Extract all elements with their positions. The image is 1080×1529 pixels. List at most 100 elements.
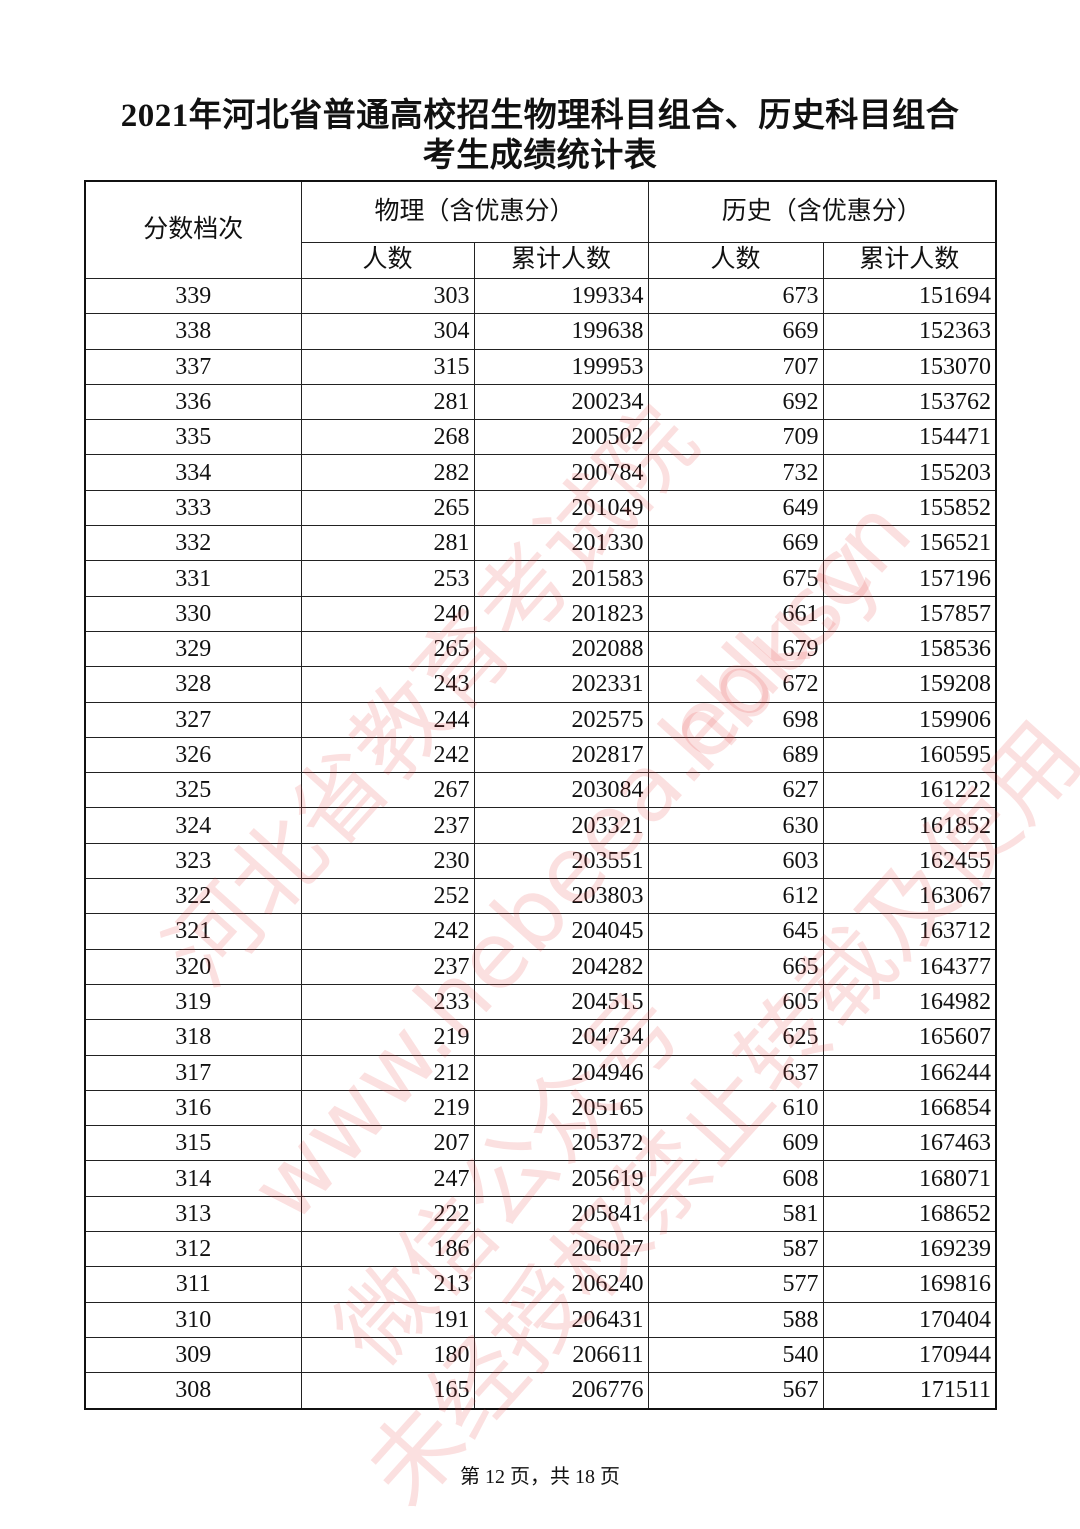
table-cell: 281 [300, 383, 475, 421]
table-cell: 230 [300, 842, 475, 880]
table-cell: 202817 [473, 736, 649, 774]
table-cell: 162455 [822, 842, 997, 880]
table-cell: 267 [300, 772, 475, 809]
header-cell: 人数 [300, 241, 475, 280]
table-cell: 222 [300, 1195, 475, 1233]
table-cell: 332 [84, 525, 302, 562]
table-cell: 233 [300, 983, 475, 1021]
table-cell: 160595 [822, 736, 997, 774]
table-cell: 673 [647, 277, 824, 315]
table-cell: 339 [84, 277, 302, 315]
table-cell: 206240 [473, 1266, 649, 1303]
table-cell: 304 [300, 313, 475, 350]
table-row: 329 265 202088 679 158536 [84, 630, 997, 668]
table-cell: 336 [84, 383, 302, 421]
table-cell: 240 [300, 595, 475, 632]
table-cell: 577 [647, 1266, 824, 1303]
table-cell: 201583 [473, 560, 649, 597]
table-cell: 212 [300, 1054, 475, 1091]
table-cell: 167463 [822, 1125, 997, 1162]
header-cell: 累计人数 [822, 241, 997, 280]
table-cell: 630 [647, 807, 824, 844]
table-cell: 202575 [473, 701, 649, 738]
header-cell: 物理（含优惠分） [300, 180, 649, 243]
table-cell: 252 [300, 878, 475, 915]
header-cell: 人数 [647, 241, 824, 280]
table-cell: 669 [647, 525, 824, 562]
table-cell: 200784 [473, 454, 649, 491]
table-cell: 303 [300, 277, 475, 315]
table-cell: 204045 [473, 913, 649, 950]
table-cell: 204282 [473, 948, 649, 985]
table-cell: 206611 [473, 1336, 649, 1374]
table-cell: 206776 [473, 1372, 649, 1409]
table-cell: 324 [84, 807, 302, 844]
table-cell: 328 [84, 666, 302, 703]
table-cell: 315 [84, 1125, 302, 1162]
table-cell: 627 [647, 772, 824, 809]
header-cell: 分数档次 [84, 180, 302, 279]
table-cell: 157857 [822, 595, 997, 632]
table-row: 318 219 204734 625 165607 [84, 1019, 997, 1056]
table-row: 330 240 201823 661 157857 [84, 595, 997, 632]
table-cell: 327 [84, 701, 302, 738]
table-cell: 669 [647, 313, 824, 350]
table-cell: 322 [84, 878, 302, 915]
table-cell: 320 [84, 948, 302, 985]
table-cell: 318 [84, 1019, 302, 1056]
table-row: 314 247 205619 608 168071 [84, 1160, 997, 1197]
table-cell: 170944 [822, 1336, 997, 1374]
table-cell: 219 [300, 1089, 475, 1127]
table-cell: 244 [300, 701, 475, 738]
table-cell: 205619 [473, 1160, 649, 1197]
table-cell: 268 [300, 419, 475, 456]
table-cell: 309 [84, 1336, 302, 1374]
table-cell: 338 [84, 313, 302, 350]
table-cell: 166244 [822, 1054, 997, 1091]
table-row: 326 242 202817 689 160595 [84, 736, 997, 774]
title: 2021年河北省普通高校招生物理科目组合、历史科目组合 [120, 98, 960, 134]
table-cell: 588 [647, 1301, 824, 1338]
table-cell: 207 [300, 1125, 475, 1162]
table-cell: 202088 [473, 630, 649, 668]
table-cell: 205372 [473, 1125, 649, 1162]
table-cell: 166854 [822, 1089, 997, 1127]
table-cell: 625 [647, 1019, 824, 1056]
table-cell: 587 [647, 1231, 824, 1268]
table-cell: 243 [300, 666, 475, 703]
table-cell: 204734 [473, 1019, 649, 1056]
table-cell: 204515 [473, 983, 649, 1021]
table-cell: 672 [647, 666, 824, 703]
table-row: 310 191 206431 588 170404 [84, 1301, 997, 1338]
table-cell: 199953 [473, 348, 649, 385]
table-cell: 315 [300, 348, 475, 385]
table-cell: 165 [300, 1372, 475, 1409]
table-cell: 170404 [822, 1301, 997, 1338]
table-cell: 661 [647, 595, 824, 632]
table-cell: 329 [84, 630, 302, 668]
table-row: 321 242 204045 645 163712 [84, 913, 997, 950]
table-cell: 637 [647, 1054, 824, 1091]
table-cell: 203084 [473, 772, 649, 809]
table-cell: 608 [647, 1160, 824, 1197]
table-cell: 200502 [473, 419, 649, 456]
table-cell: 281 [300, 525, 475, 562]
table-cell: 321 [84, 913, 302, 950]
table-cell: 155852 [822, 489, 997, 527]
table-cell: 203321 [473, 807, 649, 844]
table-cell: 603 [647, 842, 824, 880]
table-cell: 171511 [822, 1372, 997, 1409]
table-row: 328 243 202331 672 159208 [84, 666, 997, 703]
table-cell: 313 [84, 1195, 302, 1233]
table-cell: 168652 [822, 1195, 997, 1233]
table-cell: 206027 [473, 1231, 649, 1268]
table-cell: 203551 [473, 842, 649, 880]
table-cell: 316 [84, 1089, 302, 1127]
table-cell: 156521 [822, 525, 997, 562]
table-row: 338 304 199638 669 152363 [84, 313, 997, 350]
table-cell: 219 [300, 1019, 475, 1056]
table-cell: 201049 [473, 489, 649, 527]
table-cell: 153070 [822, 348, 997, 385]
table-cell: 199334 [473, 277, 649, 315]
